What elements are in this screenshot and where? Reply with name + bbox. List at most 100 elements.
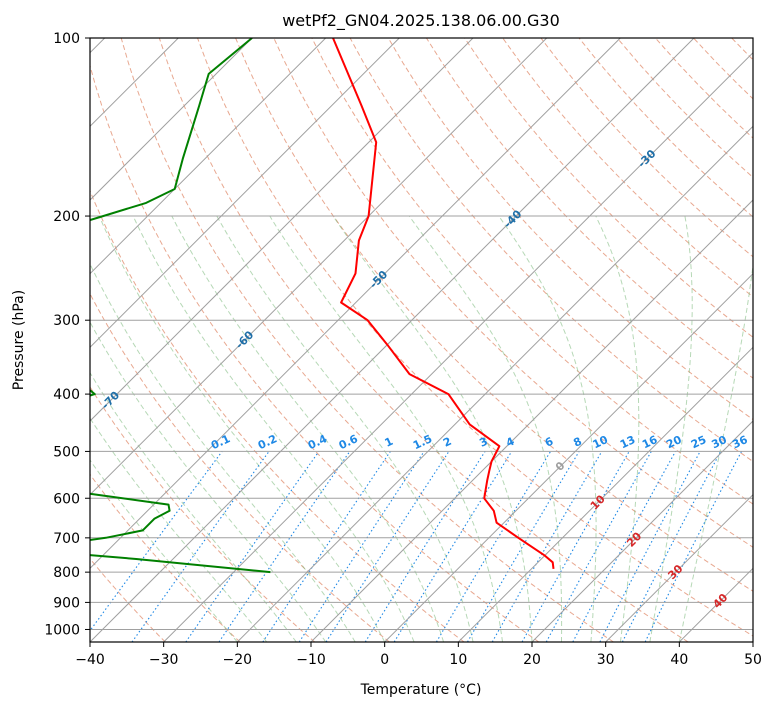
- y-tick-label: 200: [53, 209, 80, 225]
- mixing-ratio-label: 8: [571, 435, 583, 450]
- isotherm-line: [90, 38, 621, 570]
- chart-title: wetPf2_GN04.2025.138.06.00.G30: [282, 11, 560, 31]
- dry-adiabat: [502, 38, 753, 298]
- isotherm-label: -20: [769, 87, 775, 110]
- y-axis-title: Pressure (hPa): [11, 290, 27, 390]
- mixing-ratio-line: [521, 451, 630, 642]
- dry-adiabat: [158, 38, 689, 642]
- mixing-ratio-label: 25: [689, 433, 708, 451]
- dewpoint-line: [90, 38, 271, 574]
- dry-adiabat: [90, 292, 390, 642]
- dry-adiabat: [770, 38, 775, 642]
- x-tick-label: −10: [296, 652, 326, 668]
- x-axis-title: Temperature (°C): [360, 682, 482, 698]
- moist-adiabat: [132, 215, 415, 642]
- y-tick-label: 1000: [44, 622, 80, 638]
- mixing-ratio-label: 6: [543, 435, 556, 450]
- x-tick-label: 0: [380, 652, 389, 668]
- moist-adiabat: [90, 321, 327, 642]
- y-tick-label: 600: [53, 491, 80, 507]
- isotherm-line: [236, 125, 753, 642]
- mixing-ratio-label: 20: [664, 433, 684, 451]
- y-tick-label: 700: [53, 531, 80, 547]
- isotherm-line: [531, 420, 753, 642]
- y-tick-label: 900: [53, 595, 80, 611]
- mixing-ratio-line: [621, 451, 722, 642]
- y-tick-label: 100: [53, 31, 80, 47]
- moist-adiabat: [408, 215, 563, 642]
- temperature-line: [332, 38, 555, 570]
- isotherm-line: [90, 38, 474, 422]
- dry-adiabat: [273, 38, 753, 548]
- plot-frame: [89, 37, 754, 643]
- y-axis: 100 200 300 400 500 600 700 800 900 1000: [44, 31, 90, 638]
- x-tick-label: 10: [449, 652, 467, 668]
- moist-adiabat: [498, 215, 597, 642]
- dry-adiabat: [90, 385, 316, 642]
- moist-adiabat: [269, 215, 503, 642]
- dry-adiabat: [197, 38, 753, 637]
- dry-adiabat: [425, 38, 753, 379]
- mixing-ratio-line: [467, 451, 580, 642]
- mixing-ratio-line: [218, 451, 351, 642]
- moist-adiabat: [90, 417, 268, 642]
- y-tick-label: 400: [53, 387, 80, 403]
- y-tick-label: 500: [53, 444, 80, 460]
- mixing-ratio-label: 10: [591, 433, 611, 451]
- mixing-ratio-label: 13: [618, 433, 637, 451]
- mixing-ratio-line: [572, 451, 676, 642]
- mixing-ratio-label: 0.1: [209, 432, 232, 452]
- moist-adiabat: [678, 261, 753, 642]
- mixing-ratio-label: 2: [441, 435, 453, 450]
- grid-layer: [90, 38, 775, 642]
- dry-adiabat: [235, 38, 753, 592]
- dry-adiabat: [90, 473, 241, 642]
- isotherm-line: [457, 346, 753, 642]
- moist-adiabat: [595, 215, 640, 642]
- moist-adiabat: [171, 215, 445, 642]
- mixing-ratio-label: 16: [640, 433, 660, 451]
- mixing-ratio-label: 1: [383, 435, 395, 450]
- mixing-ratio-line: [185, 451, 320, 642]
- moist-adiabat: [90, 459, 238, 642]
- mixing-ratio-line: [545, 451, 652, 642]
- isotherm-line: [90, 38, 327, 275]
- lines-layer: [90, 38, 555, 574]
- x-tick-label: −40: [75, 652, 105, 668]
- isotherm-line: [90, 38, 548, 496]
- mixing-ratio-line: [90, 451, 223, 632]
- x-axis: −40 −30 −20 −10 0 10 20 30 40 50: [75, 642, 762, 668]
- x-tick-label: 50: [744, 652, 762, 668]
- x-tick-label: −20: [223, 652, 253, 668]
- x-tick-label: 30: [597, 652, 615, 668]
- dry-adiabat: [387, 38, 753, 421]
- x-tick-label: −30: [149, 652, 179, 668]
- mixing-ratio-line: [644, 451, 742, 642]
- isotherm-line: [605, 493, 753, 642]
- isotherm-line: [310, 199, 753, 642]
- isotherm-line: [90, 38, 400, 349]
- mixing-ratio-label: 36: [730, 433, 750, 451]
- dry-adiabat: [90, 189, 465, 642]
- y-tick-label: 300: [53, 313, 80, 329]
- isotherm-line: [163, 51, 753, 642]
- isotherm-line: [752, 641, 753, 642]
- x-tick-label: 20: [523, 652, 541, 668]
- mixing-ratio-line: [325, 451, 450, 642]
- x-tick-label: 40: [670, 652, 688, 668]
- dry-adiabat: [693, 38, 753, 100]
- y-tick-label: 800: [53, 565, 80, 581]
- moist-adiabat: [98, 215, 386, 642]
- moist-adiabat: [649, 215, 693, 642]
- mixing-ratio-line: [262, 451, 391, 642]
- moist-adiabat: [90, 371, 297, 642]
- isotherm-line: [90, 38, 695, 642]
- dry-adiabat: [655, 38, 753, 139]
- mixing-ratio-label: 0.4: [306, 432, 329, 452]
- isotherm-line: [678, 567, 753, 642]
- mixing-ratio-label: 30: [710, 433, 730, 451]
- dry-adiabat: [120, 38, 614, 642]
- mixing-ratio-line: [364, 451, 486, 642]
- isotherm-line: [384, 272, 753, 642]
